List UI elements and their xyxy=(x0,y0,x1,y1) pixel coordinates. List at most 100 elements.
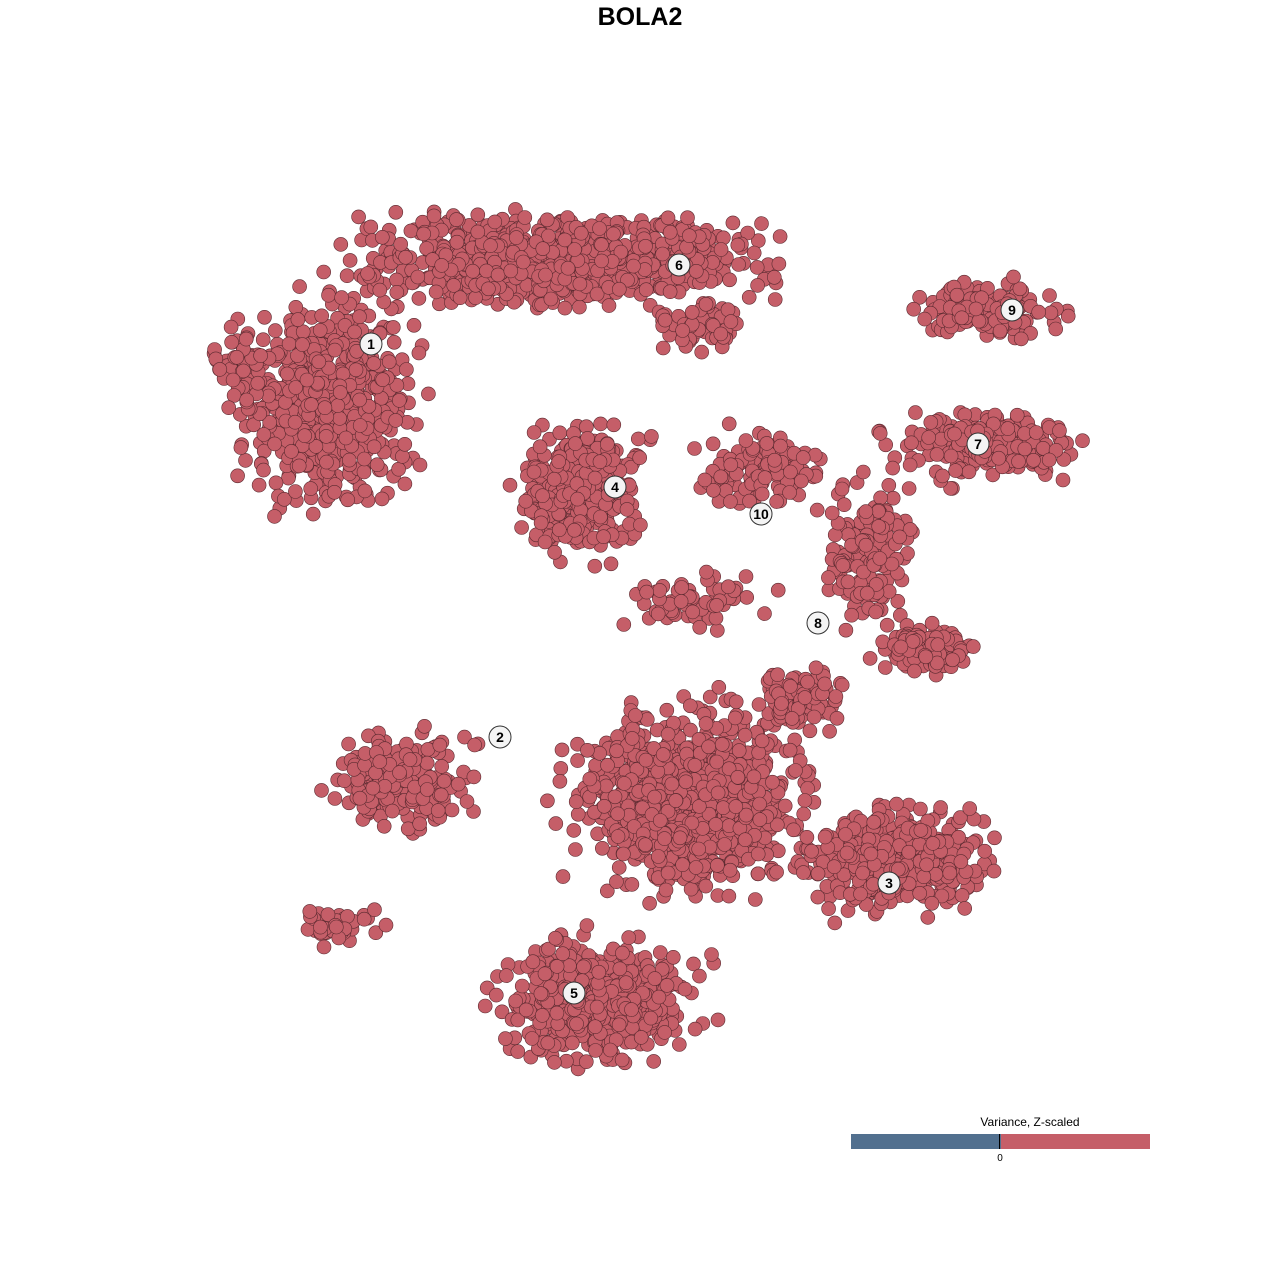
data-point xyxy=(334,290,349,305)
data-point xyxy=(728,694,744,710)
data-point xyxy=(698,716,714,731)
data-point xyxy=(924,895,940,911)
data-point xyxy=(881,584,897,599)
data-point xyxy=(965,639,981,654)
data-point xyxy=(446,278,462,293)
data-point xyxy=(609,874,624,890)
data-point xyxy=(502,477,518,493)
data-point xyxy=(862,651,878,666)
data-point xyxy=(652,945,668,960)
data-point xyxy=(538,267,553,283)
data-point xyxy=(738,433,754,448)
data-point xyxy=(398,249,413,265)
data-point xyxy=(632,450,648,466)
data-point xyxy=(628,708,643,723)
data-point xyxy=(759,436,775,451)
data-point xyxy=(572,276,588,292)
data-point xyxy=(704,947,719,962)
data-point xyxy=(411,291,427,306)
data-point xyxy=(255,332,271,348)
data-point xyxy=(859,585,875,601)
data-point xyxy=(715,800,731,816)
data-point xyxy=(1028,425,1044,440)
data-point xyxy=(835,558,851,573)
data-point xyxy=(284,444,299,459)
data-point xyxy=(730,769,746,785)
data-point xyxy=(417,718,432,734)
data-point xyxy=(267,509,282,524)
data-point xyxy=(594,840,610,856)
data-point xyxy=(613,244,629,260)
data-point xyxy=(392,765,407,780)
data-point xyxy=(515,254,531,270)
data-point xyxy=(288,484,303,499)
data-point xyxy=(262,415,278,430)
data-point xyxy=(230,468,245,484)
data-point xyxy=(279,366,295,382)
data-point xyxy=(297,428,313,444)
data-point xyxy=(797,793,813,808)
data-point xyxy=(330,398,346,413)
data-point xyxy=(1043,305,1059,321)
data-point xyxy=(834,481,850,497)
data-point xyxy=(767,292,783,307)
data-point xyxy=(312,322,328,338)
data-point xyxy=(863,846,879,862)
data-point xyxy=(611,281,627,297)
data-point xyxy=(616,846,631,862)
data-point xyxy=(352,309,367,325)
data-point xyxy=(750,278,765,293)
data-point xyxy=(708,817,724,832)
data-point xyxy=(1011,454,1026,469)
data-point xyxy=(727,710,743,726)
data-point xyxy=(465,263,481,279)
data-point xyxy=(503,263,519,279)
data-point xyxy=(587,470,603,486)
data-point xyxy=(844,607,859,623)
data-point xyxy=(664,776,680,792)
data-point xyxy=(923,415,939,430)
data-point xyxy=(879,617,895,633)
data-point xyxy=(233,440,249,455)
data-point xyxy=(299,372,315,388)
data-point xyxy=(339,268,355,284)
data-point xyxy=(327,342,343,358)
data-point xyxy=(412,457,428,473)
data-point xyxy=(968,301,984,317)
data-point xyxy=(526,425,542,440)
data-point xyxy=(551,454,567,469)
data-point xyxy=(737,727,753,743)
data-point xyxy=(372,282,388,298)
data-point xyxy=(533,515,549,531)
data-point xyxy=(416,226,432,242)
data-point xyxy=(410,269,426,285)
data-point xyxy=(1031,304,1046,320)
data-point xyxy=(580,431,595,446)
data-point xyxy=(593,509,608,525)
data-point xyxy=(777,798,793,814)
data-point xyxy=(987,830,1002,846)
data-point xyxy=(647,789,662,805)
data-point xyxy=(821,570,836,585)
data-point xyxy=(317,400,333,416)
data-point xyxy=(372,754,388,770)
data-point xyxy=(692,968,707,984)
data-point xyxy=(567,522,582,538)
data-point xyxy=(633,517,648,533)
data-point xyxy=(680,210,695,225)
data-point xyxy=(807,447,823,463)
data-point xyxy=(393,236,409,252)
data-point xyxy=(449,212,464,227)
data-point xyxy=(624,731,640,746)
data-point xyxy=(238,331,254,347)
data-point xyxy=(1000,421,1016,436)
data-point xyxy=(873,490,888,506)
data-point xyxy=(369,457,385,473)
data-point xyxy=(555,869,571,884)
data-point xyxy=(321,287,336,303)
data-point xyxy=(434,258,450,273)
data-point xyxy=(1052,423,1067,438)
data-point xyxy=(782,742,798,758)
data-point xyxy=(281,336,297,352)
data-point xyxy=(799,829,815,845)
